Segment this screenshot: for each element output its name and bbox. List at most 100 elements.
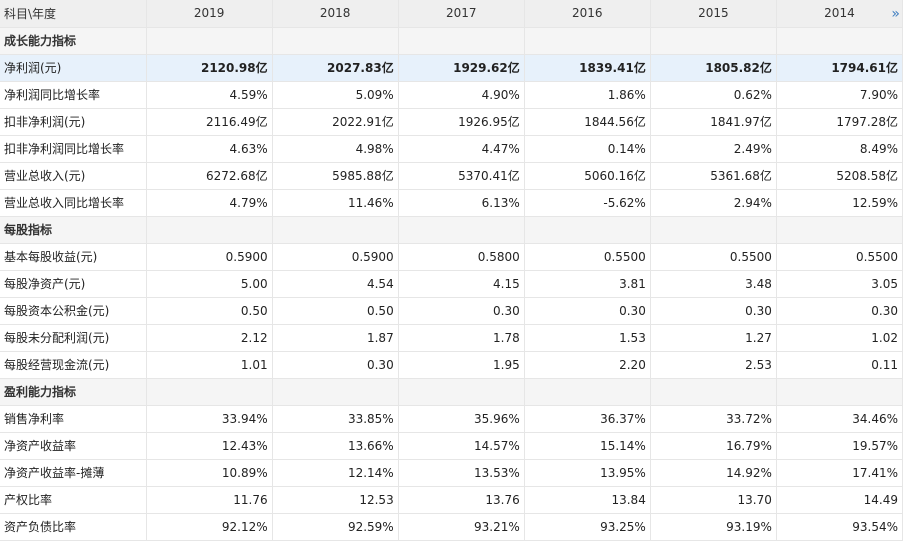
- value-cell: 2116.49亿: [146, 108, 273, 136]
- value-cell: [146, 27, 273, 55]
- value-cell: [776, 216, 903, 244]
- value-cell: 1797.28亿: [776, 108, 903, 136]
- value-cell: 0.5500: [524, 243, 651, 271]
- value-cell: 17.41%: [776, 459, 903, 487]
- table-row: 基本每股收益(元) 0.5900 0.5900 0.5800 0.5500 0.5500 0…: [0, 243, 903, 271]
- value-cell: [650, 378, 777, 406]
- value-cell: 36.37%: [524, 405, 651, 433]
- table-row: 销售净利率 33.94% 33.85% 35.96% 36.37% 33.72% 34.46…: [0, 405, 903, 433]
- table-row: 净资产收益率 12.43% 13.66% 14.57% 15.14% 16.79% 19.5…: [0, 432, 903, 460]
- value-cell: [146, 216, 273, 244]
- value-cell: 12.59%: [776, 189, 903, 217]
- value-cell: 1.87: [272, 324, 399, 352]
- value-cell: 4.98%: [272, 135, 399, 163]
- value-cell: 0.62%: [650, 81, 777, 109]
- year-column-header: 2018: [272, 0, 399, 28]
- value-cell: [398, 27, 525, 55]
- table-row: 扣非净利润(元) 2116.49亿 2022.91亿 1926.95亿 1844.56亿…: [0, 108, 903, 136]
- value-cell: [524, 27, 651, 55]
- value-cell: 1839.41亿: [524, 54, 651, 82]
- value-cell: 0.30: [524, 297, 651, 325]
- value-cell: 13.66%: [272, 432, 399, 460]
- next-years-arrow-icon[interactable]: »: [891, 6, 899, 22]
- value-cell: 0.5900: [146, 243, 273, 271]
- row-label: 资产负债比率: [0, 513, 147, 541]
- value-cell: [650, 216, 777, 244]
- table-row: 每股未分配利润(元) 2.12 1.87 1.78 1.53 1.27 1.02: [0, 324, 903, 352]
- value-cell: -5.62%: [524, 189, 651, 217]
- value-cell: 4.79%: [146, 189, 273, 217]
- row-label: 销售净利率: [0, 405, 147, 433]
- value-cell: 2.20: [524, 351, 651, 379]
- value-cell: 5361.68亿: [650, 162, 777, 190]
- value-cell: 0.50: [272, 297, 399, 325]
- value-cell: 4.15: [398, 270, 525, 298]
- value-cell: 3.48: [650, 270, 777, 298]
- section-title: 成长能力指标: [0, 27, 147, 55]
- value-cell: 13.53%: [398, 459, 525, 487]
- row-label: 净资产收益率: [0, 432, 147, 460]
- value-cell: 2.94%: [650, 189, 777, 217]
- row-label: 每股未分配利润(元): [0, 324, 147, 352]
- year-column-header: 2015: [650, 0, 777, 28]
- table-row: 每股资本公积金(元) 0.50 0.50 0.30 0.30 0.30 0.30: [0, 297, 903, 325]
- value-cell: [776, 27, 903, 55]
- value-cell: [272, 378, 399, 406]
- value-cell: 1.95: [398, 351, 525, 379]
- value-cell: 5208.58亿: [776, 162, 903, 190]
- value-cell: 3.05: [776, 270, 903, 298]
- table-row: 净利润同比增长率 4.59% 5.09% 4.90% 1.86% 0.62% 7.90%: [0, 81, 903, 109]
- year-column-header: 2016: [524, 0, 651, 28]
- value-cell: 1.01: [146, 351, 273, 379]
- value-cell: 5370.41亿: [398, 162, 525, 190]
- row-label: 每股净资产(元): [0, 270, 147, 298]
- value-cell: 16.79%: [650, 432, 777, 460]
- value-cell: 1.02: [776, 324, 903, 352]
- value-cell: 11.76: [146, 486, 273, 514]
- value-cell: 2.49%: [650, 135, 777, 163]
- value-cell: 1794.61亿: [776, 54, 903, 82]
- value-cell: [650, 27, 777, 55]
- value-cell: 5.09%: [272, 81, 399, 109]
- value-cell: 92.12%: [146, 513, 273, 541]
- value-cell: 4.47%: [398, 135, 525, 163]
- table-row: 营业总收入同比增长率 4.79% 11.46% 6.13% -5.62% 2.94% 12.…: [0, 189, 903, 217]
- value-cell: 13.76: [398, 486, 525, 514]
- row-label: 营业总收入同比增长率: [0, 189, 147, 217]
- section-row: 每股指标: [0, 216, 903, 244]
- value-cell: 5060.16亿: [524, 162, 651, 190]
- value-cell: 33.94%: [146, 405, 273, 433]
- value-cell: 11.46%: [272, 189, 399, 217]
- row-label: 净资产收益率-摊薄: [0, 459, 147, 487]
- row-label: 净利润(元): [0, 54, 147, 82]
- value-cell: 92.59%: [272, 513, 399, 541]
- value-cell: 1841.97亿: [650, 108, 777, 136]
- value-cell: [398, 378, 525, 406]
- value-cell: 2120.98亿: [146, 54, 273, 82]
- value-cell: 4.59%: [146, 81, 273, 109]
- value-cell: 0.5500: [776, 243, 903, 271]
- row-label: 每股资本公积金(元): [0, 297, 147, 325]
- value-cell: [524, 216, 651, 244]
- value-cell: 2.12: [146, 324, 273, 352]
- value-cell: 13.84: [524, 486, 651, 514]
- value-cell: 0.50: [146, 297, 273, 325]
- value-cell: 13.95%: [524, 459, 651, 487]
- value-cell: [524, 378, 651, 406]
- section-row: 盈利能力指标: [0, 378, 903, 406]
- value-cell: [776, 378, 903, 406]
- year-column-header: 2019: [146, 0, 273, 28]
- value-cell: 12.14%: [272, 459, 399, 487]
- table-row: 净资产收益率-摊薄 10.89% 12.14% 13.53% 13.95% 14.92% 1…: [0, 459, 903, 487]
- table-row: 扣非净利润同比增长率 4.63% 4.98% 4.47% 0.14% 2.49% 8.49%: [0, 135, 903, 163]
- value-cell: 0.30: [650, 297, 777, 325]
- section-title: 盈利能力指标: [0, 378, 147, 406]
- value-cell: 5985.88亿: [272, 162, 399, 190]
- value-cell: 0.5900: [272, 243, 399, 271]
- value-cell: 6272.68亿: [146, 162, 273, 190]
- value-cell: 2.53: [650, 351, 777, 379]
- value-cell: 14.49: [776, 486, 903, 514]
- value-cell: 93.19%: [650, 513, 777, 541]
- value-cell: 1.27: [650, 324, 777, 352]
